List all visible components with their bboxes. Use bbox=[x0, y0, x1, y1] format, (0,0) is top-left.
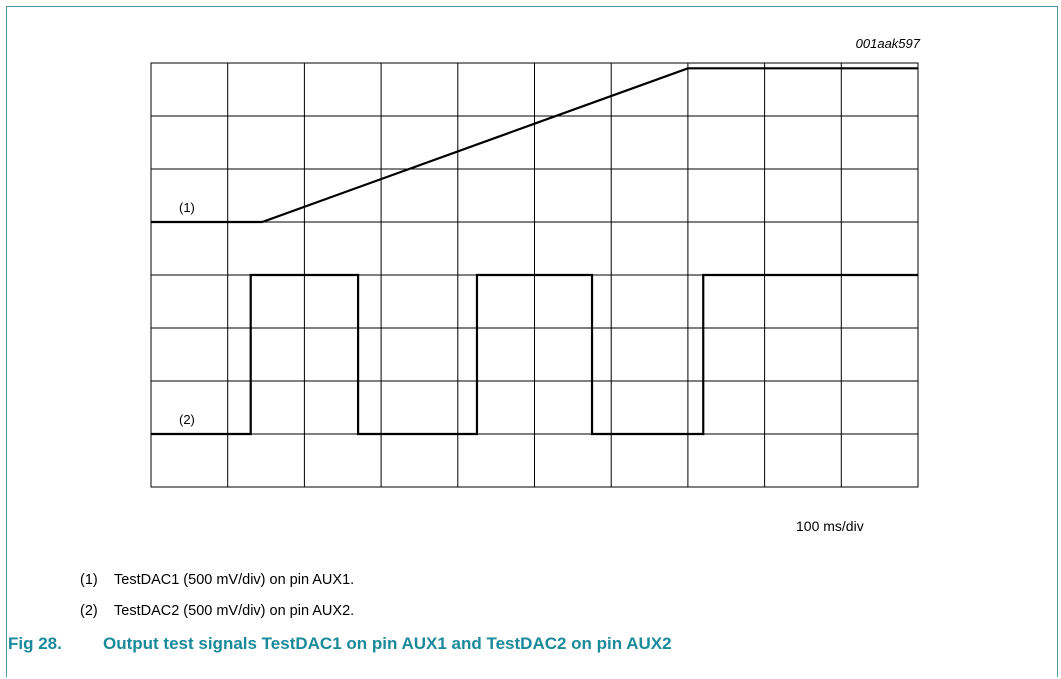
figure-id: 001aak597 bbox=[855, 36, 920, 51]
note-1-number: (1) bbox=[80, 572, 98, 588]
note-2-number: (2) bbox=[80, 603, 98, 619]
chart-traces bbox=[151, 67, 918, 436]
note-1-text: TestDAC1 (500 mV/div) on pin AUX1. bbox=[114, 572, 355, 588]
trace-labels: (1) (2) bbox=[179, 200, 195, 427]
trace-label-1: (1) bbox=[179, 200, 195, 215]
timebase-label: 100 ms/div bbox=[796, 518, 864, 534]
figure-number: Fig 28. bbox=[8, 634, 62, 653]
note-1: (1) TestDAC1 (500 mV/div) on pin AUX1. bbox=[80, 572, 354, 588]
figure-frame bbox=[6, 6, 1058, 677]
figure-caption: Fig 28. Output test signals TestDAC1 on p… bbox=[8, 634, 672, 654]
note-2-text: TestDAC2 (500 mV/div) on pin AUX2. bbox=[114, 603, 355, 619]
note-2: (2) TestDAC2 (500 mV/div) on pin AUX2. bbox=[80, 603, 354, 619]
figure-title: Output test signals TestDAC1 on pin AUX1… bbox=[103, 634, 672, 653]
trace-2 bbox=[151, 273, 918, 436]
trace-1 bbox=[151, 67, 918, 224]
trace-label-2: (2) bbox=[179, 412, 195, 427]
